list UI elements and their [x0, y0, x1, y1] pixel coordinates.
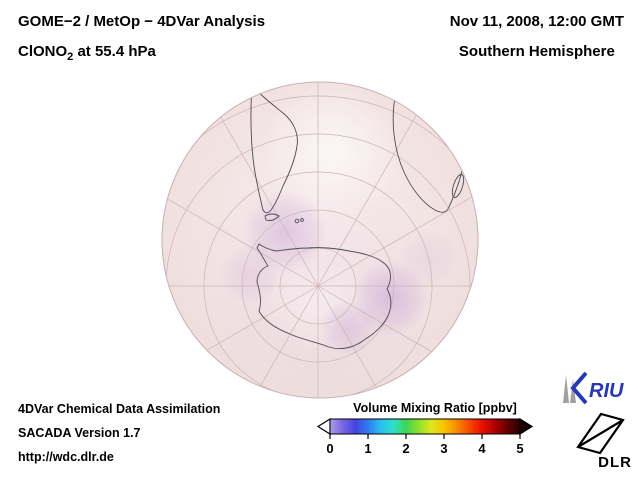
colorbar-tick-label: 1: [364, 441, 371, 456]
colorbar-overflow-arrow: [519, 417, 534, 436]
page-title: GOME−2 / MetOp − 4DVar Analysis: [18, 13, 266, 30]
colorbar-tick-label: 5: [516, 441, 523, 456]
datetime-block: Nov 11, 2008, 12:00 GMT Southern Hemisph…: [450, 13, 624, 61]
species-name: ClONO: [18, 43, 68, 60]
coastline-antarctica: [256, 243, 392, 350]
hemisphere-label: Southern Hemisphere: [458, 43, 615, 60]
dlr-emblem-icon: [576, 412, 625, 455]
coastline-islands: [294, 218, 300, 224]
colorbar-tick-label: 2: [402, 441, 409, 456]
riu-logo-text: RIU: [589, 380, 624, 402]
dlr-logo: DLR: [576, 412, 632, 469]
title-block: GOME−2 / MetOp − 4DVar Analysis ClONO2 a…: [18, 13, 265, 66]
dlr-logo-text: DLR: [598, 454, 632, 469]
species-level-label: ClONO2 at 55.4 hPa: [18, 43, 265, 66]
colorbar-gradient-bar: [329, 418, 521, 435]
url-label: http://wdc.dlr.de: [18, 450, 114, 464]
version-label: SACADA Version 1.7: [18, 426, 141, 440]
riu-swoosh-icon: [570, 371, 588, 405]
coastline-madagascar: [451, 174, 465, 198]
colorbar-tick-label: 0: [326, 441, 333, 456]
field-highlight-north: [262, 82, 402, 220]
globe-rim: [161, 81, 479, 399]
species-subscript: 2: [67, 51, 74, 63]
field-anomaly: [220, 244, 280, 304]
colorbar-underflow-arrow: [316, 417, 331, 436]
coastline-tierra-del-fuego: [264, 213, 280, 221]
colorbar-title: Volume Mixing Ratio [ppbv]: [353, 401, 517, 415]
colorbar-tick-label: 3: [440, 441, 447, 456]
colorbar: 0 1 2 3 4 5: [316, 417, 534, 456]
footer-block: 4DVar Chemical Data Assimilation SACADA …: [18, 402, 220, 474]
colorbar-ticks: 0 1 2 3 4 5: [326, 434, 524, 456]
field-anomaly: [398, 228, 458, 288]
coastline-islands: [300, 218, 304, 222]
coastline-south-america: [250, 83, 298, 214]
riu-logo: RIU: [563, 371, 624, 405]
assimilation-label: 4DVar Chemical Data Assimilation: [18, 402, 221, 416]
colorbar-tick-label: 4: [478, 441, 486, 456]
datetime-label: Nov 11, 2008, 12:00 GMT: [449, 13, 624, 30]
pressure-level: at 55.4 hPa: [73, 43, 156, 60]
